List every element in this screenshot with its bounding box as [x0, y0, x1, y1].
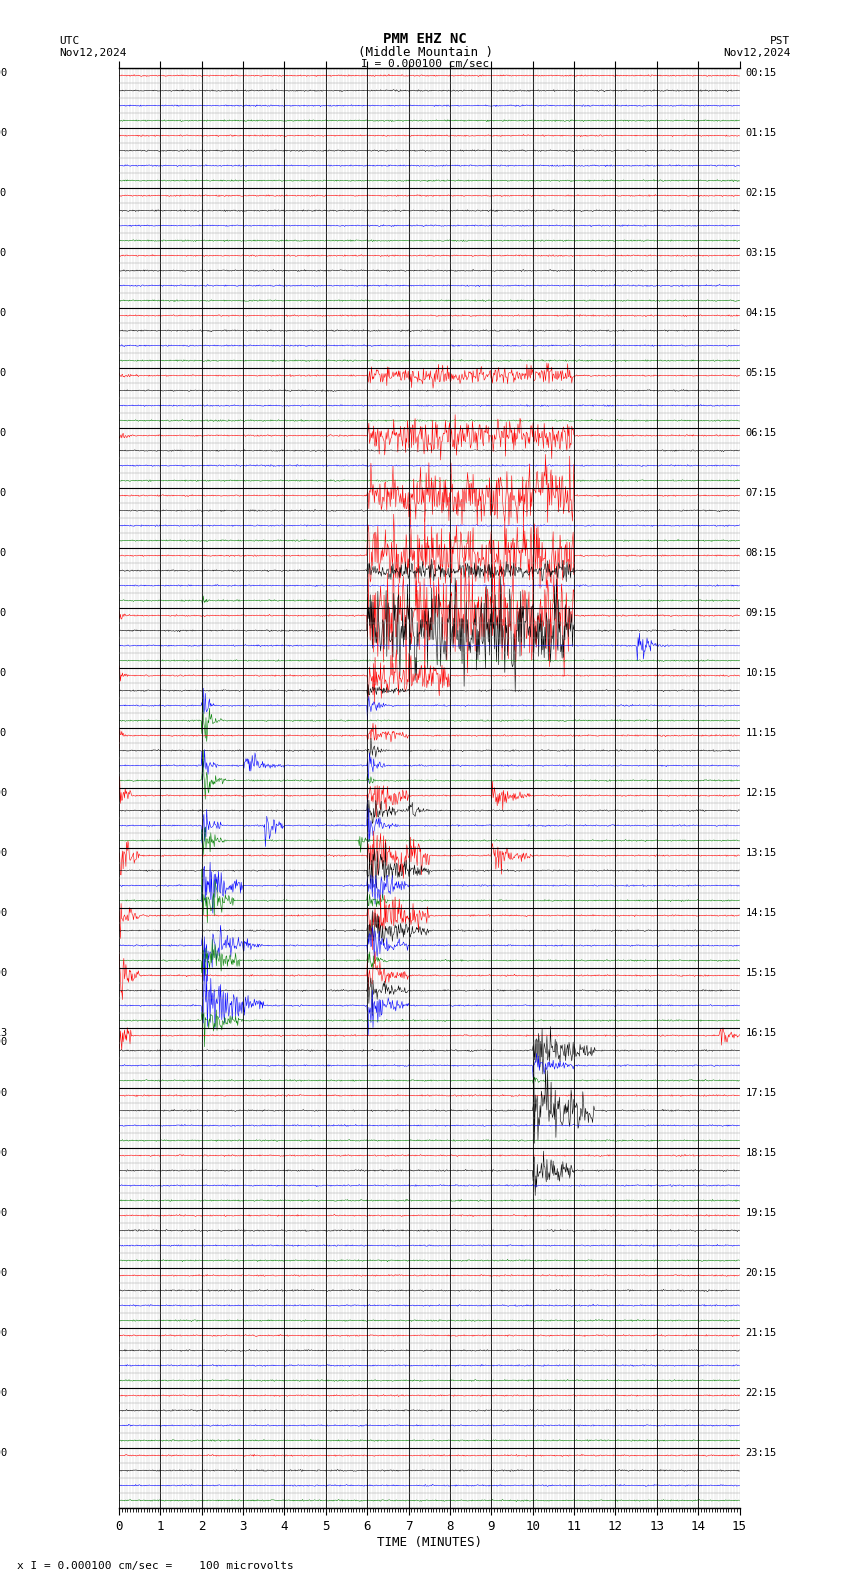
Text: 20:15: 20:15 — [745, 1267, 777, 1278]
Text: PST
Nov12,2024: PST Nov12,2024 — [723, 36, 791, 59]
Text: 19:00: 19:00 — [0, 729, 8, 738]
Text: 16:15: 16:15 — [745, 1028, 777, 1038]
Text: 23:00: 23:00 — [0, 968, 8, 977]
Text: 13:15: 13:15 — [745, 847, 777, 859]
Text: 00:15: 00:15 — [745, 68, 777, 78]
Text: 05:15: 05:15 — [745, 367, 777, 379]
Text: 08:15: 08:15 — [745, 548, 777, 558]
Text: 18:15: 18:15 — [745, 1148, 777, 1158]
Text: 01:15: 01:15 — [745, 128, 777, 138]
Text: 07:15: 07:15 — [745, 488, 777, 497]
Text: 04:00: 04:00 — [0, 1267, 8, 1278]
Text: 16:00: 16:00 — [0, 548, 8, 558]
Text: 13:00: 13:00 — [0, 367, 8, 379]
Text: 12:00: 12:00 — [0, 307, 8, 318]
Text: 14:00: 14:00 — [0, 428, 8, 439]
Text: 17:00: 17:00 — [0, 608, 8, 618]
Text: 19:15: 19:15 — [745, 1209, 777, 1218]
Text: 23:15: 23:15 — [745, 1448, 777, 1457]
Text: 17:15: 17:15 — [745, 1088, 777, 1098]
Text: 02:00: 02:00 — [0, 1148, 8, 1158]
X-axis label: TIME (MINUTES): TIME (MINUTES) — [377, 1535, 482, 1549]
Text: 05:00: 05:00 — [0, 1327, 8, 1338]
Text: 09:15: 09:15 — [745, 608, 777, 618]
Text: 07:00: 07:00 — [0, 1448, 8, 1457]
Text: UTC
Nov12,2024: UTC Nov12,2024 — [60, 36, 127, 59]
Text: 10:00: 10:00 — [0, 188, 8, 198]
Text: (Middle Mountain ): (Middle Mountain ) — [358, 46, 492, 59]
Text: 04:15: 04:15 — [745, 307, 777, 318]
Text: 11:15: 11:15 — [745, 729, 777, 738]
Text: 14:15: 14:15 — [745, 908, 777, 919]
Text: 10:15: 10:15 — [745, 668, 777, 678]
Text: 21:15: 21:15 — [745, 1327, 777, 1338]
Text: 18:00: 18:00 — [0, 668, 8, 678]
Text: Nov13
00:00: Nov13 00:00 — [0, 1028, 8, 1047]
Text: 01:00: 01:00 — [0, 1088, 8, 1098]
Text: 09:00: 09:00 — [0, 128, 8, 138]
Text: 15:15: 15:15 — [745, 968, 777, 977]
Text: 03:00: 03:00 — [0, 1209, 8, 1218]
Text: I = 0.000100 cm/sec: I = 0.000100 cm/sec — [361, 59, 489, 68]
Text: 21:00: 21:00 — [0, 847, 8, 859]
Text: 11:00: 11:00 — [0, 249, 8, 258]
Text: 22:15: 22:15 — [745, 1388, 777, 1399]
Text: 08:00: 08:00 — [0, 68, 8, 78]
Text: 22:00: 22:00 — [0, 908, 8, 919]
Text: 02:15: 02:15 — [745, 188, 777, 198]
Text: PMM EHZ NC: PMM EHZ NC — [383, 32, 467, 46]
Text: x I = 0.000100 cm/sec =    100 microvolts: x I = 0.000100 cm/sec = 100 microvolts — [17, 1562, 294, 1571]
Text: 20:00: 20:00 — [0, 789, 8, 798]
Text: 03:15: 03:15 — [745, 249, 777, 258]
Text: 15:00: 15:00 — [0, 488, 8, 497]
Text: 06:15: 06:15 — [745, 428, 777, 439]
Text: 12:15: 12:15 — [745, 789, 777, 798]
Text: 06:00: 06:00 — [0, 1388, 8, 1399]
